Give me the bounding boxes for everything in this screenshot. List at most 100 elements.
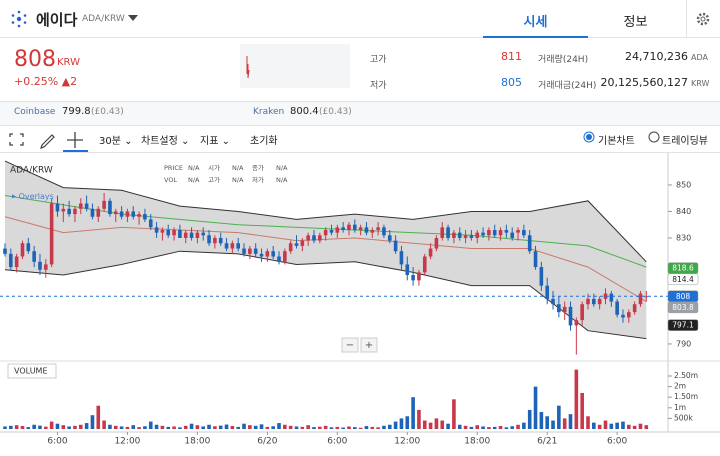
candle-body bbox=[632, 304, 637, 313]
volume-bar bbox=[14, 425, 19, 429]
interval[interactable]: 30분 bbox=[99, 136, 121, 147]
crosshair-icon[interactable] bbox=[67, 132, 83, 148]
x-tick-label: 18:00 bbox=[464, 437, 490, 447]
price-tag-label: 797.1 bbox=[672, 321, 694, 330]
indicator-menu[interactable]: 지표 ⌄ bbox=[200, 136, 230, 147]
volume-bar bbox=[422, 420, 427, 429]
fullscreen-icon[interactable] bbox=[9, 133, 24, 146]
volume-bar bbox=[382, 425, 386, 429]
radio-selected[interactable] bbox=[583, 131, 595, 143]
candle-body bbox=[178, 229, 182, 238]
zoom-in-icon[interactable]: + bbox=[365, 340, 373, 351]
tab[interactable]: 시세 bbox=[523, 15, 548, 30]
candle-body bbox=[271, 251, 275, 257]
candle-body bbox=[148, 219, 153, 228]
sparkline bbox=[246, 56, 250, 79]
price-tag bbox=[667, 319, 699, 331]
stat-label: 거래량(24H) bbox=[538, 55, 589, 65]
interval-select[interactable]: 30분 ⌄ bbox=[99, 136, 133, 147]
volume-bar bbox=[300, 426, 305, 429]
x-tick-label: 6/21 bbox=[537, 437, 557, 447]
settings-menu[interactable]: 차트설정 ⌄ bbox=[141, 136, 190, 147]
candle-body bbox=[26, 243, 31, 252]
gear-icon[interactable] bbox=[695, 11, 711, 27]
volume-bar bbox=[213, 426, 217, 429]
candle-body bbox=[312, 235, 316, 241]
volume-bar bbox=[49, 421, 54, 429]
volume-bar bbox=[358, 427, 363, 429]
candle-body bbox=[568, 306, 573, 326]
candle-body bbox=[73, 208, 77, 215]
candle-body bbox=[516, 229, 520, 233]
volume-bar bbox=[393, 421, 398, 429]
candle-body bbox=[347, 224, 351, 230]
candle-body bbox=[603, 293, 608, 299]
v-tick-label: 2m bbox=[674, 382, 686, 391]
volume-bar bbox=[609, 423, 614, 429]
settings[interactable]: 차트설정 bbox=[141, 136, 178, 147]
candle-body bbox=[207, 235, 211, 244]
candle-body bbox=[452, 232, 456, 238]
volume-bar bbox=[335, 426, 340, 429]
zoom-out[interactable] bbox=[341, 337, 359, 353]
top-bar bbox=[0, 0, 720, 38]
sparkline-box bbox=[240, 44, 350, 88]
candle-body bbox=[545, 285, 549, 299]
indicators[interactable]: 지표 bbox=[200, 136, 219, 147]
reset-button[interactable]: 초기화 bbox=[250, 136, 278, 147]
volume-bar bbox=[38, 425, 42, 429]
mode-option[interactable]: 기본차트 bbox=[598, 136, 635, 147]
info-value: N/A bbox=[232, 164, 244, 172]
radio[interactable] bbox=[648, 131, 660, 143]
candle-body bbox=[417, 272, 421, 281]
stat-label: 거래대금(24H) bbox=[538, 81, 597, 91]
candle-body bbox=[428, 248, 433, 257]
candle-body bbox=[376, 227, 380, 230]
mode-option[interactable]: 트레이딩뷰 bbox=[662, 136, 708, 147]
volume-bar bbox=[9, 425, 13, 429]
tab-active[interactable] bbox=[483, 0, 588, 38]
coin-pair[interactable]: ADA/KRW bbox=[82, 14, 125, 24]
candle-body bbox=[539, 267, 544, 286]
info-label: VOL bbox=[164, 176, 177, 184]
volume-bar bbox=[574, 369, 579, 429]
volume-bar bbox=[370, 426, 375, 429]
candle-body bbox=[609, 293, 614, 302]
candle-body bbox=[533, 251, 538, 268]
candle-body bbox=[492, 229, 497, 236]
settings-button[interactable] bbox=[686, 0, 720, 37]
draw-icon[interactable] bbox=[40, 134, 55, 149]
dropdown-icon[interactable] bbox=[127, 14, 139, 22]
volume-bar bbox=[347, 426, 351, 429]
candle-body bbox=[166, 229, 171, 236]
coin-name[interactable]: 에이다 bbox=[36, 11, 78, 29]
x-tick-label: 6/20 bbox=[257, 437, 277, 447]
candle-body bbox=[253, 248, 258, 254]
volume-bar bbox=[224, 424, 229, 429]
candle-body bbox=[90, 208, 95, 217]
volume-bar bbox=[242, 423, 246, 429]
volume-bar bbox=[638, 423, 643, 429]
volume-bar bbox=[364, 426, 369, 429]
volume-bar bbox=[516, 424, 520, 429]
candle-body bbox=[341, 227, 345, 230]
candle-body bbox=[44, 264, 48, 270]
exchange-name: Coinbase bbox=[14, 107, 56, 117]
zoom-in[interactable] bbox=[360, 337, 378, 353]
candle-body bbox=[67, 208, 71, 215]
x-tick-label: 6:00 bbox=[47, 437, 67, 447]
candle-body bbox=[14, 256, 19, 268]
candle-body bbox=[306, 235, 310, 241]
volume-bar bbox=[399, 418, 404, 429]
volume-bar bbox=[597, 424, 602, 429]
zoom-out-icon[interactable]: − bbox=[346, 340, 354, 351]
candle-body bbox=[189, 232, 194, 238]
overlays-label[interactable]: ▸ Overlays bbox=[12, 192, 54, 201]
candle-body bbox=[504, 229, 509, 233]
overlays-text[interactable]: Overlays bbox=[19, 192, 54, 201]
exchange-price: 799.8 bbox=[62, 106, 91, 117]
candle-body bbox=[551, 298, 555, 305]
volume-bar bbox=[61, 425, 66, 429]
tab[interactable]: 정보 bbox=[623, 15, 648, 30]
info-label: PRICE bbox=[164, 164, 183, 172]
